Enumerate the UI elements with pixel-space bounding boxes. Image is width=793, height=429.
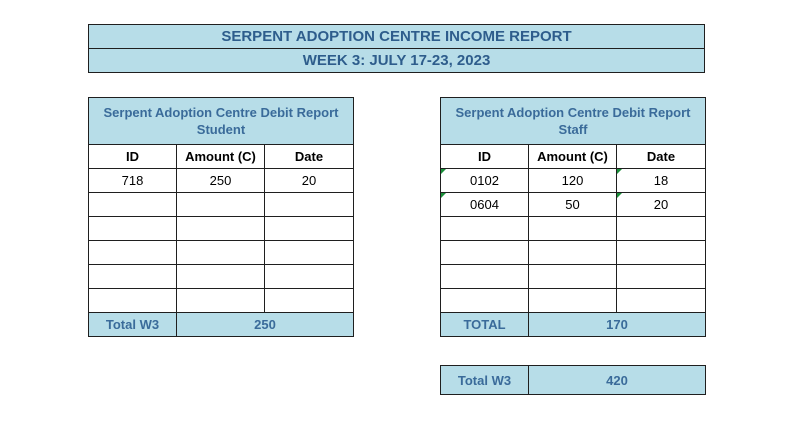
student-cell[interactable] bbox=[88, 240, 177, 265]
student-total-label[interactable]: Total W3 bbox=[88, 312, 177, 337]
student-cell[interactable] bbox=[264, 264, 354, 289]
table-row bbox=[88, 288, 354, 313]
staff-total-value[interactable]: 170 bbox=[528, 312, 706, 337]
student-cell[interactable] bbox=[176, 240, 265, 265]
student-col-amount[interactable]: Amount (C) bbox=[176, 144, 265, 169]
table-row bbox=[88, 216, 354, 241]
table-row: 718 250 20 bbox=[88, 168, 354, 193]
staff-cell[interactable]: 0604 bbox=[440, 192, 529, 217]
staff-total-row: TOTAL 170 bbox=[440, 312, 706, 337]
grand-total-value[interactable]: 420 bbox=[528, 365, 706, 395]
student-cell[interactable]: 250 bbox=[176, 168, 265, 193]
student-cell[interactable] bbox=[88, 216, 177, 241]
staff-cell[interactable] bbox=[440, 264, 529, 289]
student-table-subtitle: Student bbox=[196, 122, 246, 137]
staff-cell[interactable] bbox=[616, 288, 706, 313]
table-row: 0604 50 20 bbox=[440, 192, 706, 217]
table-row: 0102 120 18 bbox=[440, 168, 706, 193]
staff-total-label[interactable]: TOTAL bbox=[440, 312, 529, 337]
student-cell[interactable] bbox=[264, 216, 354, 241]
student-cell[interactable] bbox=[176, 192, 265, 217]
student-cell[interactable] bbox=[88, 264, 177, 289]
student-col-id[interactable]: ID bbox=[88, 144, 177, 169]
staff-cell[interactable] bbox=[528, 216, 617, 241]
staff-cell[interactable] bbox=[616, 216, 706, 241]
student-table-title: Serpent Adoption Centre Debit Report bbox=[103, 105, 339, 120]
staff-table-subtitle: Staff bbox=[558, 122, 588, 137]
report-title[interactable]: SERPENT ADOPTION CENTRE INCOME REPORT bbox=[221, 28, 572, 45]
staff-cell[interactable]: 20 bbox=[616, 192, 706, 217]
staff-cell[interactable]: 50 bbox=[528, 192, 617, 217]
staff-table-title: Serpent Adoption Centre Debit Report bbox=[455, 105, 691, 120]
staff-cell[interactable]: 120 bbox=[528, 168, 617, 193]
student-cell[interactable] bbox=[88, 288, 177, 313]
staff-cell[interactable] bbox=[528, 264, 617, 289]
table-row bbox=[88, 240, 354, 265]
student-table-header[interactable]: Serpent Adoption Centre Debit Report Stu… bbox=[88, 97, 354, 145]
student-cell[interactable] bbox=[88, 192, 177, 217]
student-cell[interactable] bbox=[264, 240, 354, 265]
grand-total-table: Total W3 420 bbox=[440, 365, 706, 395]
staff-cell[interactable]: 18 bbox=[616, 168, 706, 193]
staff-cell[interactable] bbox=[616, 240, 706, 265]
staff-cell[interactable] bbox=[440, 288, 529, 313]
staff-col-amount[interactable]: Amount (C) bbox=[528, 144, 617, 169]
student-total-value[interactable]: 250 bbox=[176, 312, 354, 337]
table-row bbox=[88, 192, 354, 217]
student-cell[interactable] bbox=[176, 288, 265, 313]
table-row bbox=[88, 264, 354, 289]
student-cell[interactable] bbox=[176, 264, 265, 289]
staff-col-date[interactable]: Date bbox=[616, 144, 706, 169]
staff-cell[interactable]: 0102 bbox=[440, 168, 529, 193]
report-title-block: SERPENT ADOPTION CENTRE INCOME REPORT WE… bbox=[88, 24, 705, 73]
table-row bbox=[440, 216, 706, 241]
student-col-date[interactable]: Date bbox=[264, 144, 354, 169]
staff-cell[interactable] bbox=[616, 264, 706, 289]
grand-total-row: Total W3 420 bbox=[440, 365, 706, 395]
student-cell[interactable] bbox=[264, 288, 354, 313]
student-cell[interactable]: 20 bbox=[264, 168, 354, 193]
student-cell[interactable] bbox=[176, 216, 265, 241]
staff-debit-table: Serpent Adoption Centre Debit Report Sta… bbox=[440, 97, 706, 337]
student-cell[interactable]: 718 bbox=[88, 168, 177, 193]
table-row bbox=[440, 240, 706, 265]
student-debit-table: Serpent Adoption Centre Debit Report Stu… bbox=[88, 97, 354, 337]
staff-cell[interactable] bbox=[528, 288, 617, 313]
staff-table-header[interactable]: Serpent Adoption Centre Debit Report Sta… bbox=[440, 97, 706, 145]
staff-cell[interactable] bbox=[440, 240, 529, 265]
table-row bbox=[440, 264, 706, 289]
report-week[interactable]: WEEK 3: JULY 17-23, 2023 bbox=[89, 48, 704, 72]
table-row bbox=[440, 288, 706, 313]
staff-col-id[interactable]: ID bbox=[440, 144, 529, 169]
student-cell[interactable] bbox=[264, 192, 354, 217]
staff-cell[interactable] bbox=[440, 216, 529, 241]
student-total-row: Total W3 250 bbox=[88, 312, 354, 337]
staff-cell[interactable] bbox=[528, 240, 617, 265]
grand-total-label[interactable]: Total W3 bbox=[440, 365, 529, 395]
